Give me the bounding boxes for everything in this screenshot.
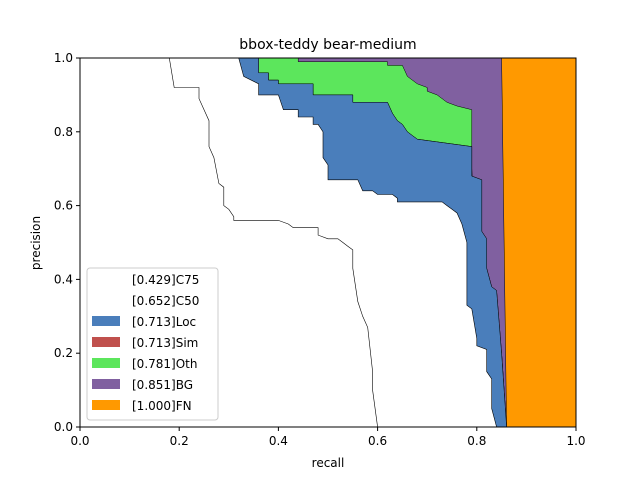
legend-label-oth: [0.781]Oth (132, 357, 197, 371)
y-axis-ticks: 0.0 0.2 0.4 0.6 0.8 1.0 (54, 51, 80, 434)
y-tick-label: 0.4 (54, 272, 73, 286)
x-tick-label: 0.0 (70, 434, 89, 448)
y-tick-label: 0.6 (54, 199, 73, 213)
legend-label-c50: [0.652]C50 (132, 294, 199, 308)
legend-swatch-c75 (92, 274, 120, 284)
x-tick-label: 0.4 (269, 434, 288, 448)
x-tick-label: 0.8 (467, 434, 486, 448)
legend-swatch-fn (92, 400, 120, 410)
x-axis-ticks: 0.0 0.2 0.4 0.6 0.8 1.0 (70, 427, 586, 448)
legend-label-fn: [1.000]FN (132, 399, 192, 413)
legend-swatch-sim (92, 337, 120, 347)
legend-swatch-loc (92, 316, 120, 326)
legend-label-c75: [0.429]C75 (132, 273, 199, 287)
legend: [0.429]C75 [0.652]C50 [0.713]Loc [0.713]Sim… (86, 267, 219, 421)
x-tick-label: 0.2 (170, 434, 189, 448)
y-tick-label: 0.2 (54, 346, 73, 360)
y-tick-label: 0.0 (54, 420, 73, 434)
legend-swatch-bg (92, 379, 120, 389)
y-tick-label: 1.0 (54, 51, 73, 65)
legend-label-bg: [0.851]BG (132, 378, 193, 392)
legend-label-sim: [0.713]Sim (132, 336, 198, 350)
y-tick-label: 0.8 (54, 125, 73, 139)
legend-swatch-c50 (92, 295, 120, 305)
chart-title: bbox-teddy bear-medium (239, 37, 416, 53)
legend-swatch-oth (92, 358, 120, 368)
plot-frame (79, 57, 577, 428)
legend-label-loc: [0.713]Loc (132, 315, 196, 329)
legend-items: [0.429]C75 [0.652]C50 [0.713]Loc [0.713]Sim… (92, 273, 199, 413)
x-tick-label: 0.6 (368, 434, 387, 448)
x-tick-label: 1.0 (566, 434, 585, 448)
x-axis-label: recall (312, 456, 345, 470)
y-axis-label: precision (29, 216, 43, 270)
